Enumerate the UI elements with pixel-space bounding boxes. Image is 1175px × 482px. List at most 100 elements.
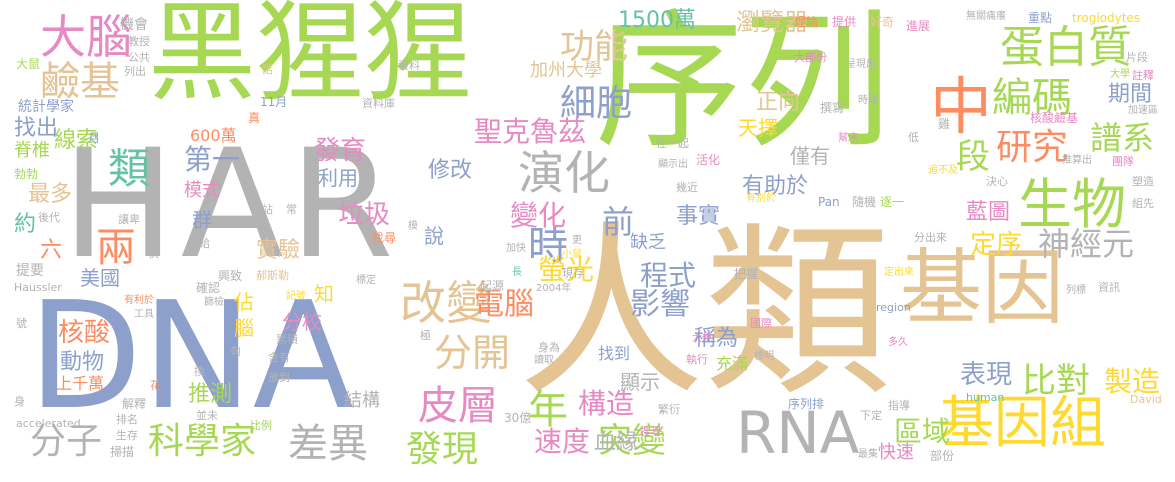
word-humble: 讓卑	[118, 213, 140, 226]
word-structure: 構造	[578, 387, 635, 420]
word-blueprint: 藍圖	[966, 200, 1011, 225]
word-resolve: 決心	[986, 175, 1008, 188]
word-explain: 解釋	[122, 397, 147, 411]
word-program: 程式	[640, 259, 697, 292]
word-speed-up: 加快	[506, 243, 526, 254]
word-most: 最多	[28, 182, 73, 207]
word-discover: 發現	[406, 429, 479, 470]
word-search: 找尋	[372, 231, 397, 245]
word-reproduce: 繁衍	[658, 403, 680, 416]
word-rna: RNA	[736, 399, 860, 467]
word-most-part: 大部份	[794, 51, 827, 64]
word-helpful: 有助於	[742, 174, 809, 199]
word-browser: 瀏覽器	[736, 8, 808, 36]
word-collect: 最集	[858, 449, 878, 460]
word-origin: 起源	[480, 279, 505, 293]
word-uc: 加州大學	[530, 60, 602, 81]
word-calibrate: 標定	[356, 275, 376, 286]
word-2004: 2004年	[536, 283, 572, 294]
word-6m: 600萬	[190, 126, 237, 145]
word-annotation: 註釋	[1132, 69, 1154, 82]
word-more: 更	[572, 235, 582, 246]
word-flower: 花	[150, 379, 161, 392]
word-contain: 含有	[268, 351, 290, 364]
word-public: 公共	[128, 51, 150, 64]
word-separate: 分開	[434, 331, 511, 375]
word-haussler-zh: 郝斯勒	[256, 269, 289, 282]
word-database: 資料庫	[362, 97, 395, 110]
word-fact: 事實	[676, 204, 721, 229]
word-usa: 美國	[80, 266, 120, 290]
word-ranking: 排名	[116, 413, 138, 426]
word-dna: DNA	[28, 270, 354, 442]
word-brain: 大腦	[40, 10, 132, 64]
word-sentence: 句	[230, 345, 241, 358]
word-random: 隨機	[852, 195, 877, 209]
word-clue: 線索	[54, 128, 99, 153]
word-curious: 好奇	[870, 15, 895, 29]
word-grasp: 把握	[734, 267, 759, 281]
word-theory: 理論	[794, 15, 819, 29]
word-full: 充滿	[716, 354, 749, 373]
word-execute: 執行	[686, 353, 708, 366]
word-about: 約	[14, 212, 37, 237]
word-category: 類	[108, 144, 151, 193]
word-david: David	[1130, 393, 1162, 406]
word-catch-up: 追不及	[928, 165, 958, 176]
word-tens-of-millions: 上千萬	[56, 374, 105, 393]
word-genome: 基因組	[938, 391, 1106, 456]
word-nucleotide: 核酸鹼基	[1030, 111, 1079, 125]
word-influence: 影響	[630, 287, 690, 322]
word-professor: 教授	[128, 35, 150, 48]
word-long: 長	[512, 267, 522, 278]
word-irrelevant: 無關痛癢	[966, 11, 1006, 22]
word-before: 前	[602, 203, 635, 241]
word-region: 區域	[894, 415, 951, 448]
word-true: 真	[248, 111, 261, 125]
word-november: 11月	[260, 95, 288, 109]
word-university: 大學	[1110, 69, 1130, 80]
word-junk: 垃圾	[338, 200, 391, 230]
word-human: 人類	[518, 204, 891, 421]
word-kinship: 血緣	[594, 430, 639, 455]
word-provide: 提供	[832, 15, 857, 29]
word-clock: 時鐘	[858, 95, 878, 106]
word-region-en: region	[876, 301, 911, 314]
word-har: HAR	[62, 118, 400, 292]
word-activate: 活化	[696, 153, 721, 167]
word-nearly: 幾近	[676, 181, 698, 194]
word-find-out: 找出	[14, 116, 59, 141]
word-six: 六	[40, 238, 63, 263]
word-troglodytes: troglodytes	[1072, 11, 1141, 25]
word-3b: 30億	[504, 411, 532, 425]
word-chicken: 雞	[938, 117, 951, 131]
word-mutation: 突變	[598, 421, 666, 461]
word-make: 製造	[1104, 365, 1161, 398]
word-split-out: 分出來	[914, 231, 947, 244]
word-positive: 正向	[756, 90, 801, 115]
word-interest: 興致	[218, 269, 243, 283]
word-sequence-arrange: 序列排	[788, 397, 825, 411]
word-favorable: 有利於	[124, 295, 154, 306]
word-column-label: 列標	[1066, 285, 1086, 296]
word-say: 說	[424, 224, 444, 248]
word-scientist: 科學家	[148, 421, 257, 462]
word-lack: 缺乏	[630, 232, 666, 253]
word-molecule: 分子	[30, 421, 103, 462]
word-present: 呈現出	[846, 59, 876, 70]
word-speed: 速度	[534, 425, 591, 458]
word-low: 低	[908, 131, 919, 144]
word-extant: 現存	[562, 267, 584, 280]
word-progress: 進展	[906, 19, 931, 33]
word-marker: 記號	[286, 291, 306, 302]
word-how-long: 多久	[888, 337, 908, 348]
word-team: 團隊	[1112, 155, 1134, 168]
word-descendants: 後代	[38, 211, 60, 224]
word-variation: 變化	[510, 199, 567, 232]
word-speech: 話	[262, 63, 273, 76]
word-vigorous: 勃勃	[14, 167, 39, 181]
word-tool: 工具	[134, 309, 154, 320]
word-derive: 推算出	[1062, 155, 1092, 166]
word-evolution: 演化	[518, 146, 610, 200]
word-group: 群	[192, 208, 212, 232]
